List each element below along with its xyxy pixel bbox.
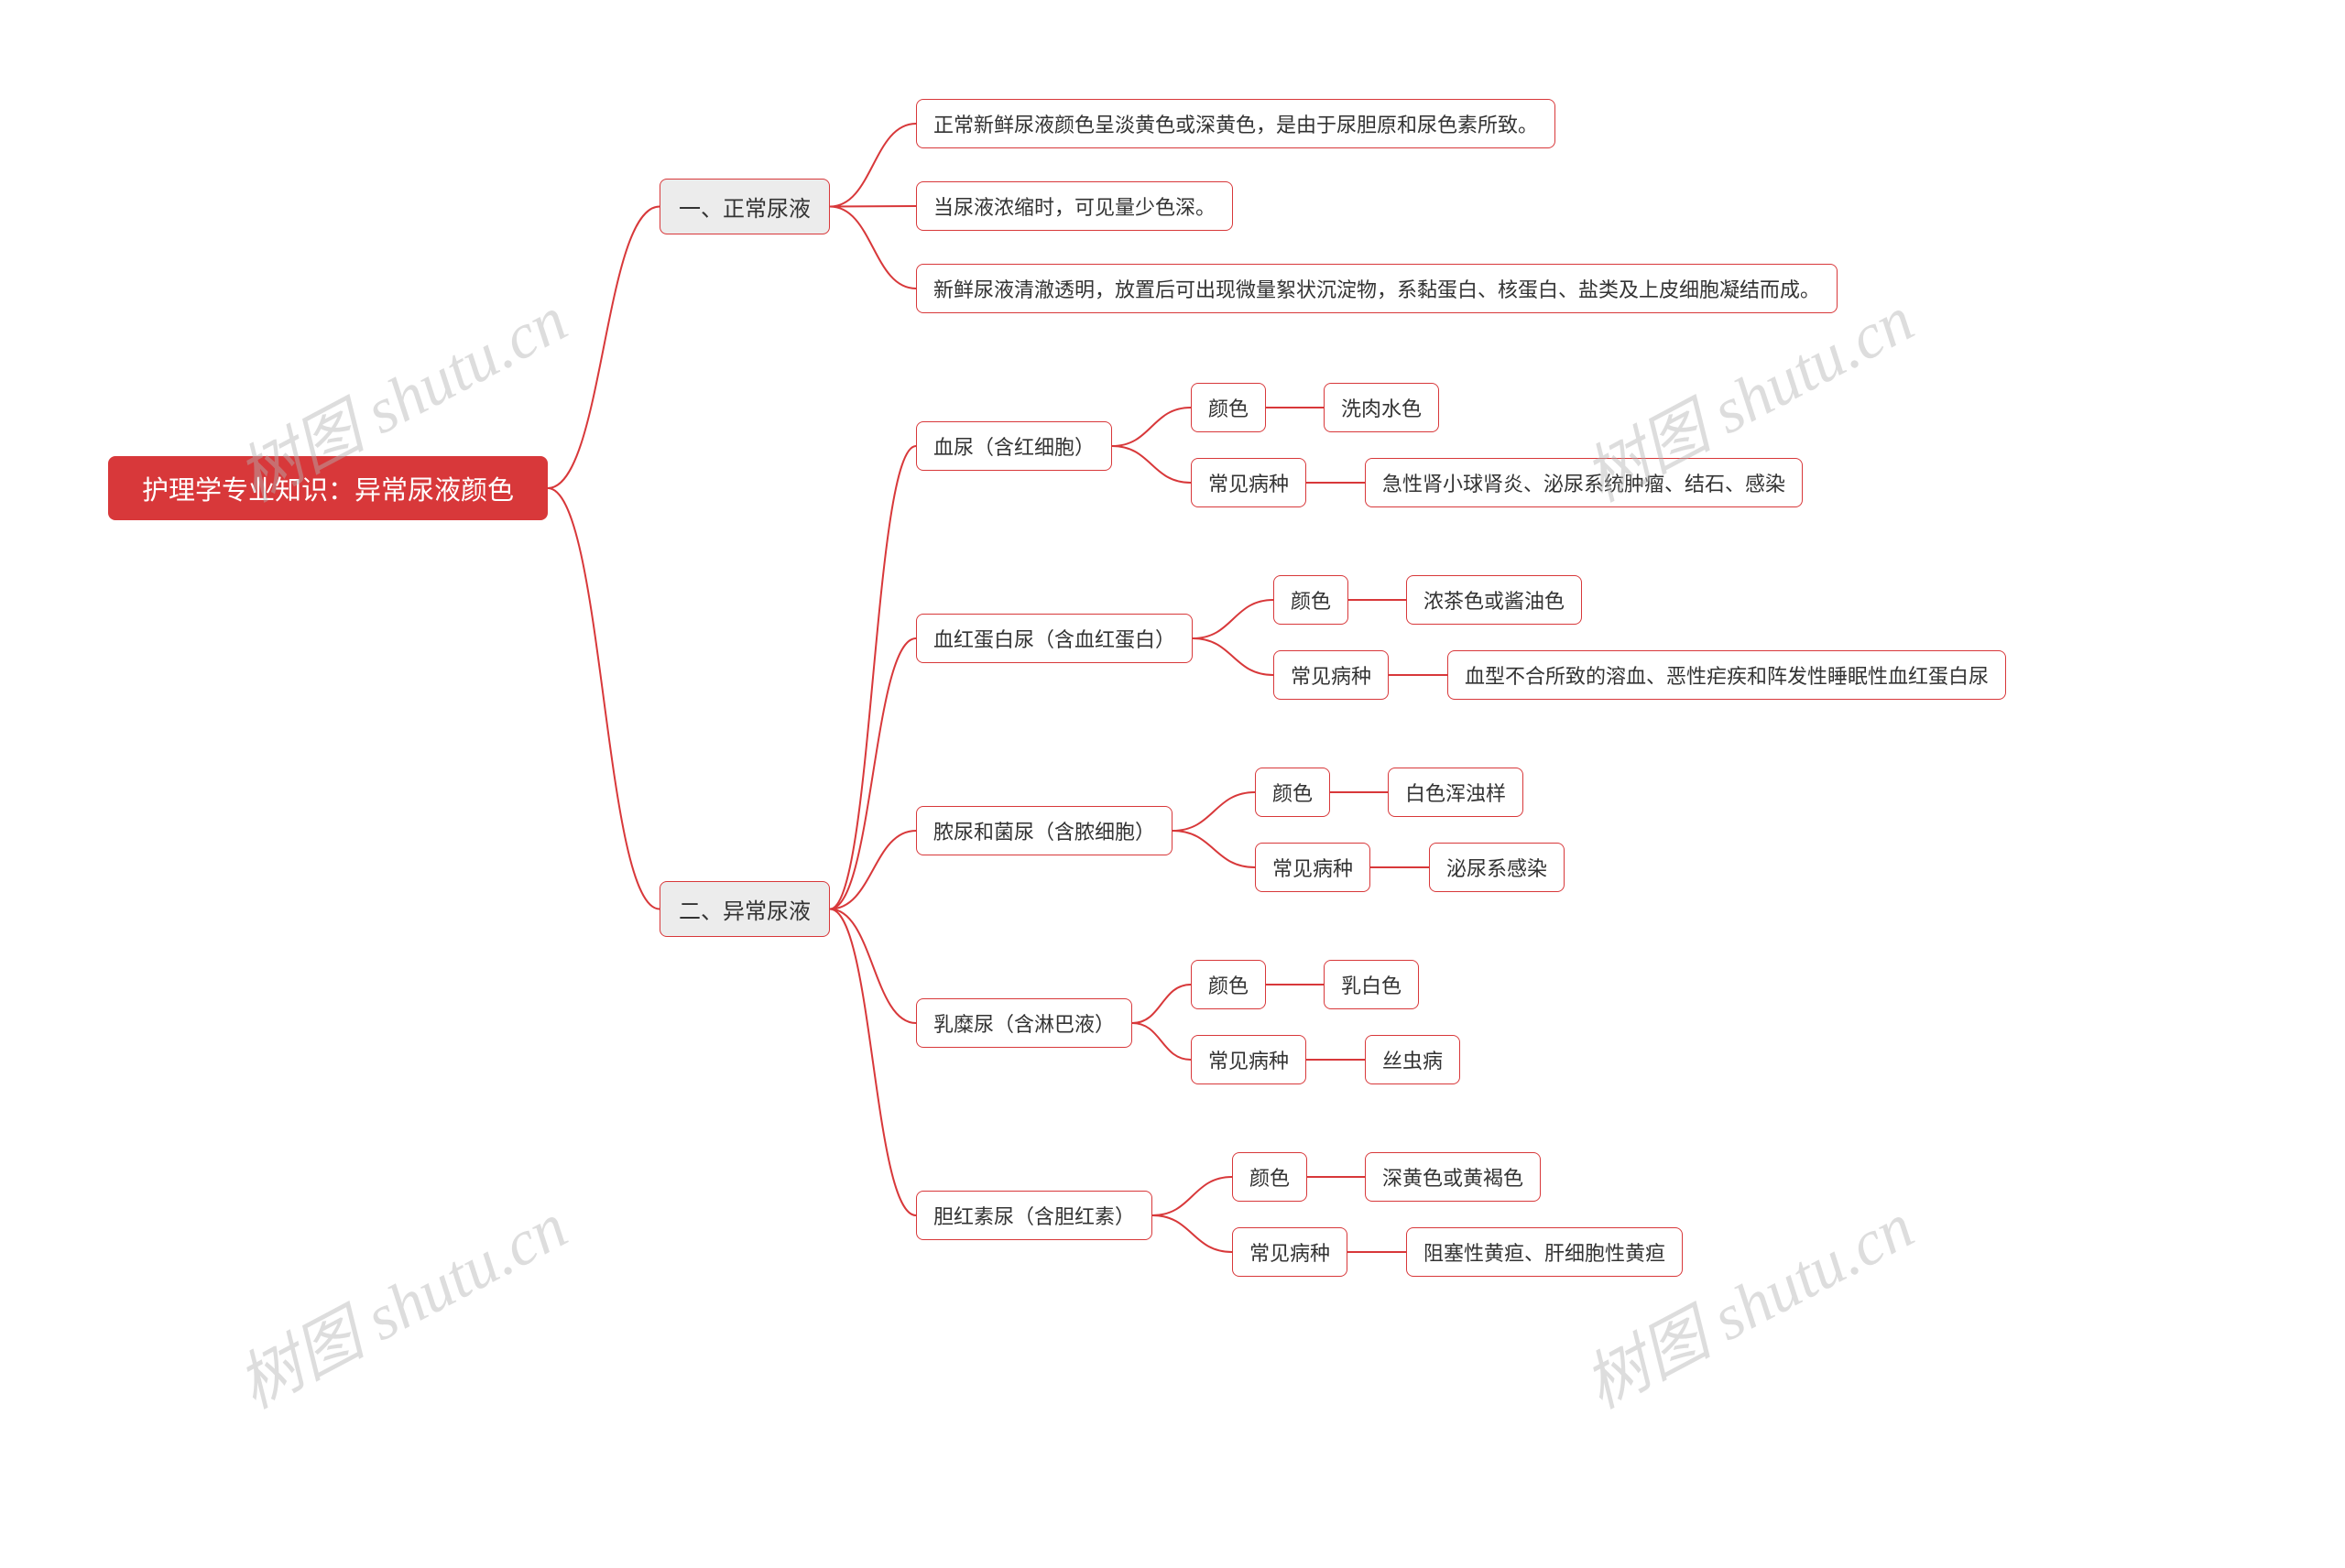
b1c2: 脓尿和菌尿（含脓细胞） [916, 806, 1172, 855]
b1c1-k1: 常见病种 [1273, 650, 1389, 700]
b1c4: 胆红素尿（含胆红素） [916, 1191, 1152, 1240]
b1c1-k1-v: 血型不合所致的溶血、恶性疟疾和阵发性睡眠性血红蛋白尿 [1447, 650, 2006, 700]
b1c2-k1: 常见病种 [1255, 843, 1370, 892]
b1c2-k1-v: 泌尿系感染 [1429, 843, 1565, 892]
b1c2-k0: 颜色 [1255, 768, 1330, 817]
b1c3: 乳糜尿（含淋巴液） [916, 998, 1132, 1048]
b1c1: 血红蛋白尿（含血红蛋白） [916, 614, 1193, 663]
watermark: 树图 shutu.cn [219, 1176, 580, 1427]
b1c0-k0-v: 洗肉水色 [1324, 383, 1439, 432]
branch-0: 一、正常尿液 [660, 179, 830, 234]
connectors-layer [0, 0, 2345, 1568]
b1c4-k1: 常见病种 [1232, 1227, 1347, 1277]
b1c1-k0-v: 浓茶色或酱油色 [1406, 575, 1582, 625]
branch-0-child-1: 当尿液浓缩时，可见量少色深。 [916, 181, 1233, 231]
b1c0-k1-v: 急性肾小球肾炎、泌尿系统肿瘤、结石、感染 [1365, 458, 1803, 507]
b1c4-k1-v: 阻塞性黄疸、肝细胞性黄疸 [1406, 1227, 1683, 1277]
b1c3-k1-v: 丝虫病 [1365, 1035, 1460, 1084]
branch-0-child-2: 新鲜尿液清澈透明，放置后可出现微量絮状沉淀物，系黏蛋白、核蛋白、盐类及上皮细胞凝… [916, 264, 1838, 313]
b1c4-k0-v: 深黄色或黄褐色 [1365, 1152, 1541, 1202]
watermark: 树图 shutu.cn [1565, 1176, 1926, 1427]
b1c0: 血尿（含红细胞） [916, 421, 1112, 471]
b1c3-k0: 颜色 [1191, 960, 1266, 1009]
branch-1: 二、异常尿液 [660, 881, 830, 937]
b1c0-k1: 常见病种 [1191, 458, 1306, 507]
root-node: 护理学专业知识：异常尿液颜色 [108, 456, 548, 520]
b1c0-k0: 颜色 [1191, 383, 1266, 432]
b1c3-k0-v: 乳白色 [1324, 960, 1419, 1009]
b1c4-k0: 颜色 [1232, 1152, 1307, 1202]
b1c2-k0-v: 白色浑浊样 [1388, 768, 1523, 817]
b1c1-k0: 颜色 [1273, 575, 1348, 625]
branch-0-child-0: 正常新鲜尿液颜色呈淡黄色或深黄色，是由于尿胆原和尿色素所致。 [916, 99, 1555, 148]
b1c3-k1: 常见病种 [1191, 1035, 1306, 1084]
